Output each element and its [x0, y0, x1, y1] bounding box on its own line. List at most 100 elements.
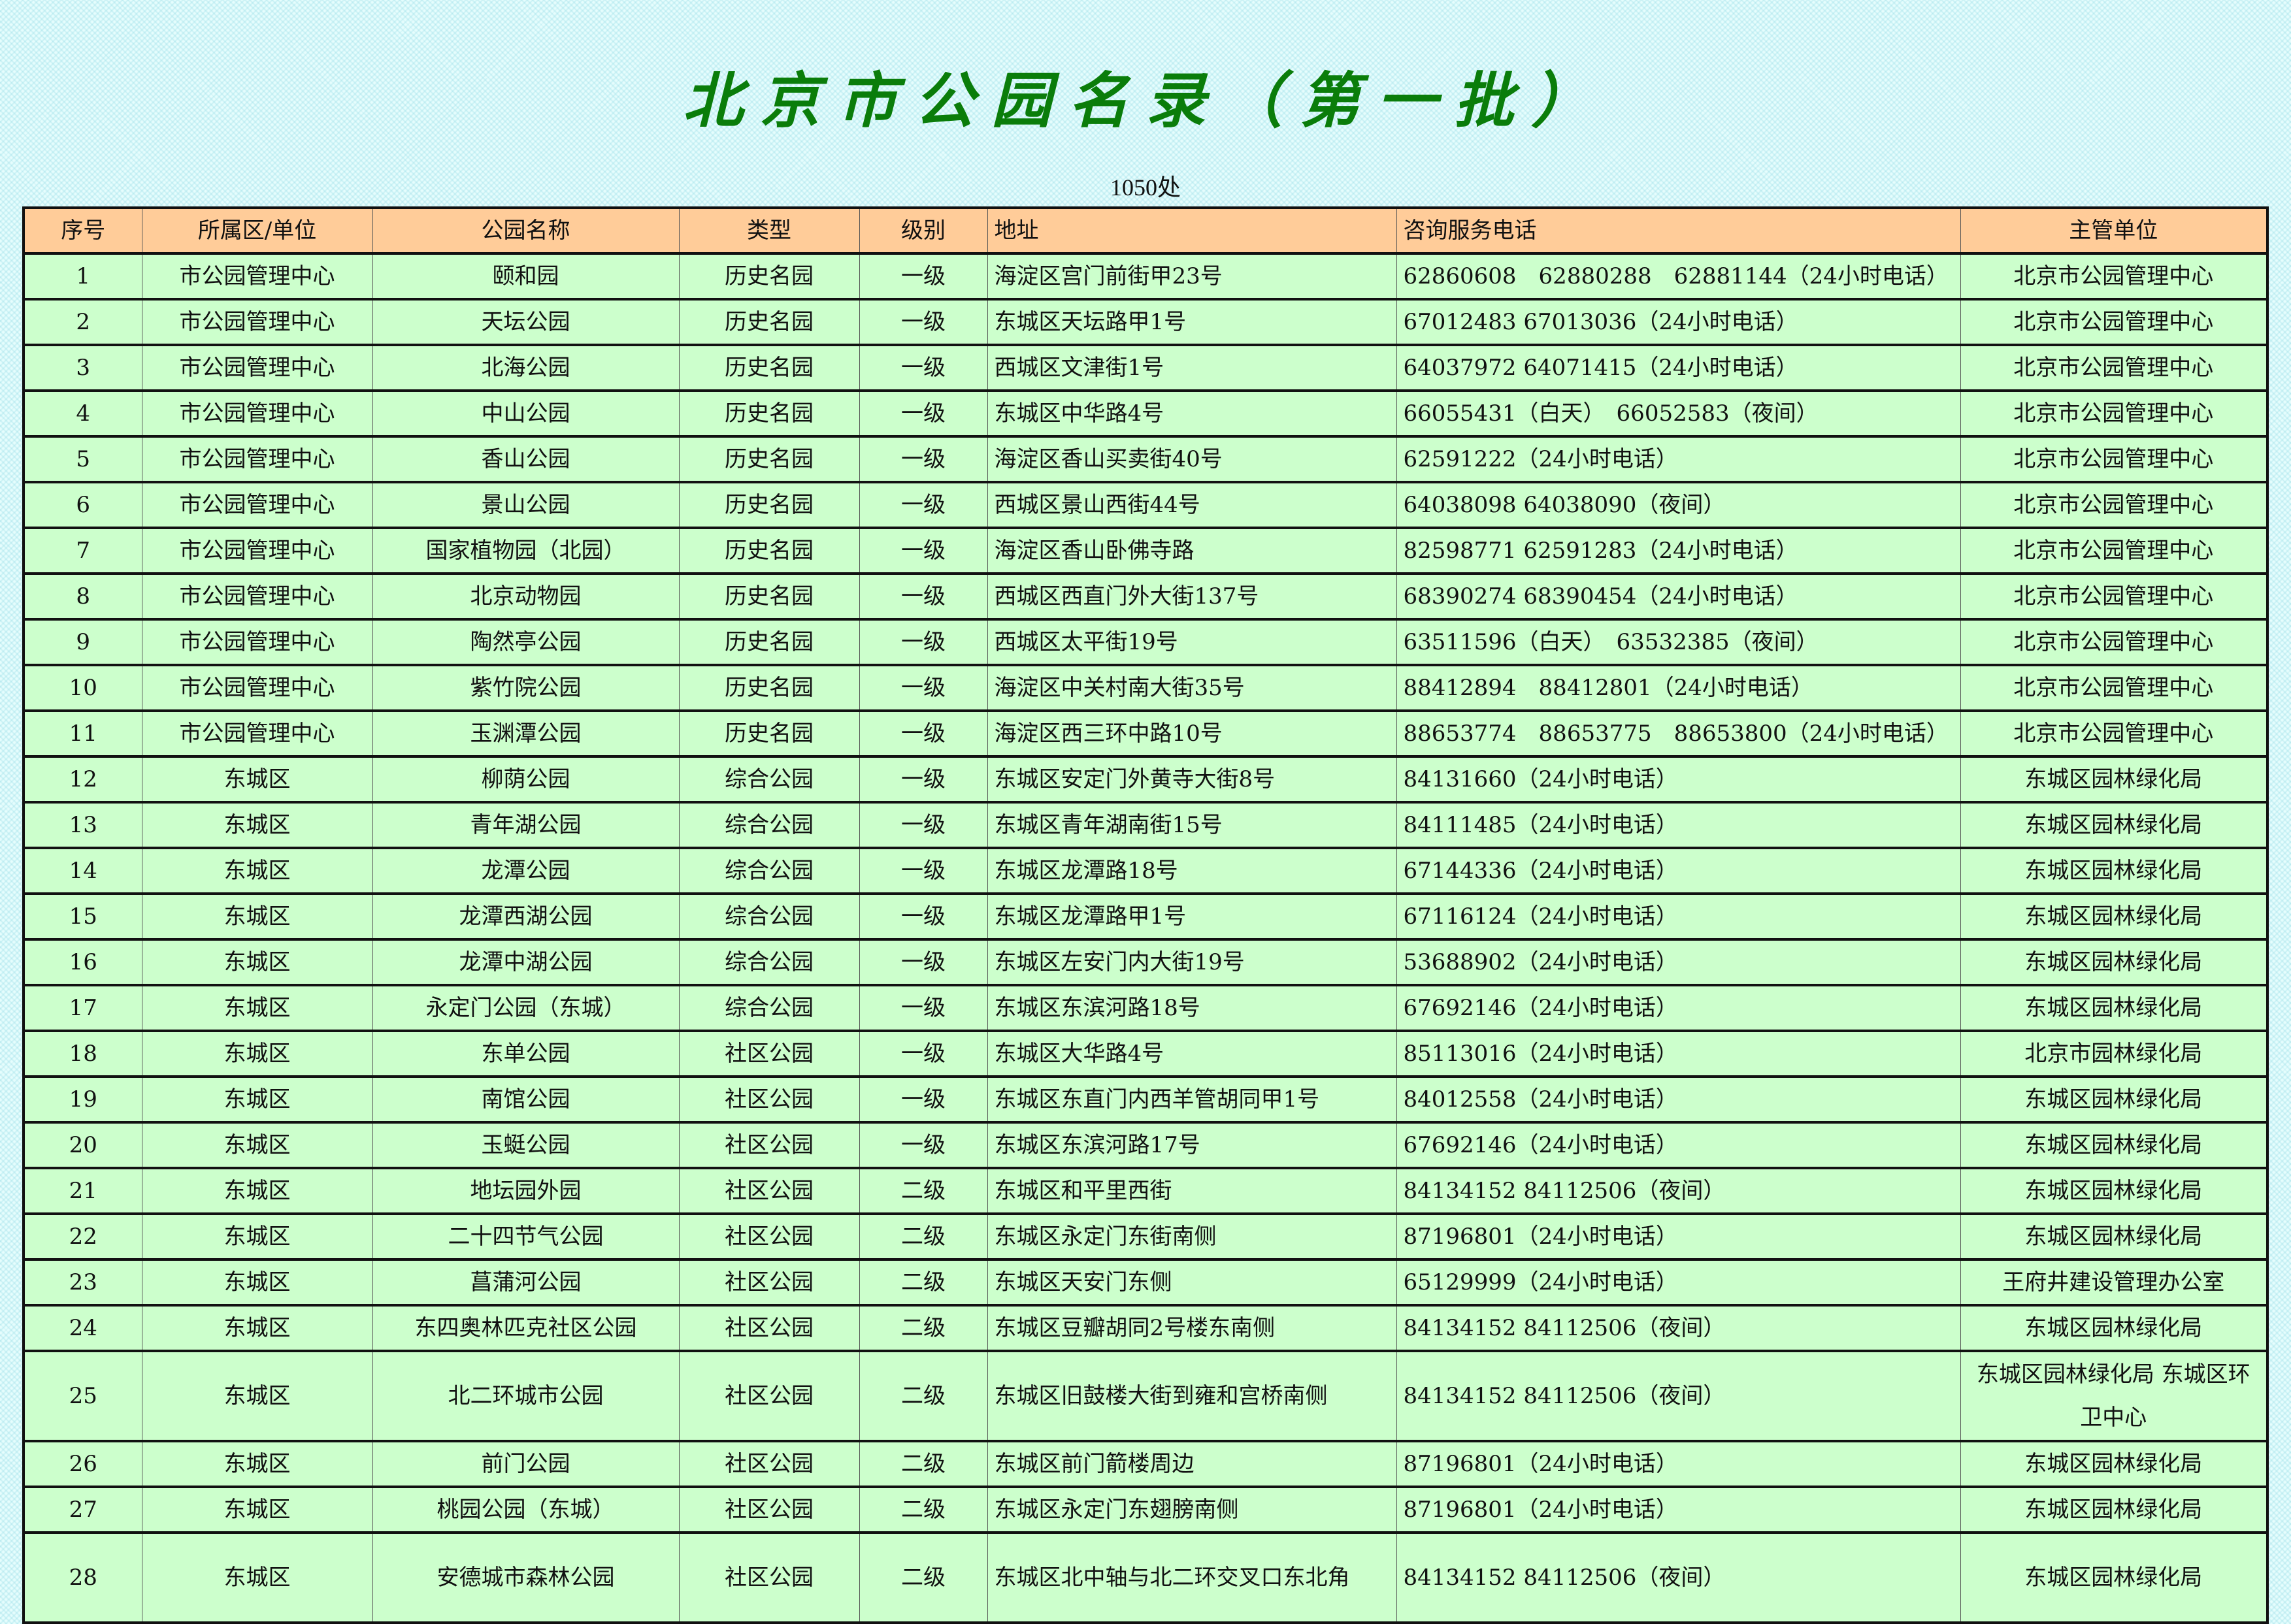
cell-authority: 东城区园林绿化局 — [1960, 802, 2268, 849]
page-title: 北京市公园名录（第一批） — [682, 65, 1608, 136]
cell-district: 东城区 — [141, 893, 373, 940]
column-header-address: 地址 — [987, 207, 1397, 254]
cell-type: 社区公园 — [678, 1305, 860, 1352]
cell-district: 东城区 — [141, 847, 373, 894]
table-row: 19 东城区 南馆公园 社区公园 一级 东城区东直门内西羊管胡同甲1号 84012558（2… — [23, 1076, 2268, 1123]
table-row: 25 东城区 北二环城市公园 社区公园 二级 东城区旧鼓楼大街到雍和宫桥南侧 8413415… — [23, 1350, 2268, 1442]
cell-phone: 65129999（24小时电话） — [1396, 1259, 1961, 1306]
cell-phone: 64038098 64038090（夜间） — [1396, 481, 1961, 528]
cell-type: 综合公园 — [678, 756, 860, 803]
cell-phone: 84134152 84112506（夜间） — [1396, 1167, 1961, 1214]
cell-index: 2 — [23, 299, 142, 346]
cell-level: 二级 — [859, 1305, 988, 1352]
cell-address: 海淀区香山卧佛寺路 — [987, 527, 1397, 574]
cell-park-name: 安德城市森林公园 — [372, 1532, 680, 1623]
cell-phone: 62860608 62880288 62881144（24小时电话） — [1396, 253, 1961, 300]
cell-address: 东城区东滨河路17号 — [987, 1122, 1397, 1169]
table-row: 7 市公园管理中心 国家植物园（北园） 历史名园 一级 海淀区香山卧佛寺路 82598771… — [23, 527, 2268, 574]
cell-park-name: 玉蜓公园 — [372, 1122, 680, 1169]
cell-level: 一级 — [859, 939, 988, 986]
cell-index: 24 — [23, 1305, 142, 1352]
cell-park-name: 青年湖公园 — [372, 802, 680, 849]
cell-phone: 67144336（24小时电话） — [1396, 847, 1961, 894]
cell-type: 综合公园 — [678, 939, 860, 986]
cell-index: 11 — [23, 710, 142, 757]
cell-authority: 东城区园林绿化局 — [1960, 1486, 2268, 1533]
cell-authority: 东城区园林绿化局 — [1960, 1122, 2268, 1169]
cell-address: 东城区东滨河路18号 — [987, 984, 1397, 1031]
cell-type: 历史名园 — [678, 664, 860, 711]
cell-park-name: 柳荫公园 — [372, 756, 680, 803]
cell-district: 市公园管理中心 — [141, 664, 373, 711]
cell-authority: 北京市公园管理中心 — [1960, 436, 2268, 483]
cell-park-name: 北二环城市公园 — [372, 1350, 680, 1442]
table-row: 2 市公园管理中心 天坛公园 历史名园 一级 东城区天坛路甲1号 67012483 6701… — [23, 299, 2268, 346]
cell-type: 历史名园 — [678, 481, 860, 528]
cell-level: 一级 — [859, 390, 988, 437]
cell-district: 东城区 — [141, 1532, 373, 1623]
cell-district: 市公园管理中心 — [141, 573, 373, 620]
cell-address: 海淀区西三环中路10号 — [987, 710, 1397, 757]
cell-level: 二级 — [859, 1259, 988, 1306]
cell-level: 一级 — [859, 619, 988, 666]
cell-park-name: 菖蒲河公园 — [372, 1259, 680, 1306]
cell-authority: 北京市公园管理中心 — [1960, 299, 2268, 346]
cell-phone: 64037972 64071415（24小时电话） — [1396, 344, 1961, 391]
cell-index: 5 — [23, 436, 142, 483]
cell-index: 1 — [23, 253, 142, 300]
cell-type: 社区公园 — [678, 1486, 860, 1533]
cell-level: 一级 — [859, 756, 988, 803]
cell-phone: 84111485（24小时电话） — [1396, 802, 1961, 849]
cell-district: 东城区 — [141, 1213, 373, 1260]
cell-phone: 66055431（白天） 66052583（夜间） — [1396, 390, 1961, 437]
table-row: 15 东城区 龙潭西湖公园 综合公园 一级 东城区龙潭路甲1号 67116124（24小时电… — [23, 893, 2268, 940]
column-header-index: 序号 — [23, 207, 142, 254]
cell-type: 社区公园 — [678, 1213, 860, 1260]
park-table: 序号 所属区/单位 公园名称 类型 级别 地址 咨询服务电话 主管单位 1 市公园… — [22, 206, 2269, 1624]
cell-level: 一级 — [859, 1030, 988, 1077]
cell-park-name: 颐和园 — [372, 253, 680, 300]
cell-district: 东城区 — [141, 802, 373, 849]
table-row: 6 市公园管理中心 景山公园 历史名园 一级 西城区景山西街44号 64038098 640… — [23, 481, 2268, 528]
cell-level: 一级 — [859, 664, 988, 711]
cell-address: 东城区东直门内西羊管胡同甲1号 — [987, 1076, 1397, 1123]
cell-address: 东城区永定门东街南侧 — [987, 1213, 1397, 1260]
cell-index: 22 — [23, 1213, 142, 1260]
cell-phone: 84012558（24小时电话） — [1396, 1076, 1961, 1123]
column-header-park-name: 公园名称 — [372, 207, 680, 254]
cell-type: 历史名园 — [678, 344, 860, 391]
cell-phone: 67692146（24小时电话） — [1396, 984, 1961, 1031]
cell-authority: 北京市公园管理中心 — [1960, 390, 2268, 437]
cell-type: 社区公园 — [678, 1259, 860, 1306]
cell-index: 20 — [23, 1122, 142, 1169]
cell-park-name: 玉渊潭公园 — [372, 710, 680, 757]
cell-park-name: 龙潭中湖公园 — [372, 939, 680, 986]
cell-phone: 84134152 84112506（夜间） — [1396, 1532, 1961, 1623]
cell-address: 东城区前门箭楼周边 — [987, 1440, 1397, 1487]
cell-index: 15 — [23, 893, 142, 940]
cell-district: 东城区 — [141, 1167, 373, 1214]
cell-index: 8 — [23, 573, 142, 620]
cell-address: 东城区龙潭路甲1号 — [987, 893, 1397, 940]
cell-level: 一级 — [859, 847, 988, 894]
cell-district: 市公园管理中心 — [141, 390, 373, 437]
cell-type: 历史名园 — [678, 710, 860, 757]
cell-index: 28 — [23, 1532, 142, 1623]
cell-address: 西城区景山西街44号 — [987, 481, 1397, 528]
cell-park-name: 中山公园 — [372, 390, 680, 437]
cell-type: 社区公园 — [678, 1122, 860, 1169]
table-row: 16 东城区 龙潭中湖公园 综合公园 一级 东城区左安门内大街19号 53688902（24… — [23, 939, 2268, 986]
cell-phone: 68390274 68390454（24小时电话） — [1396, 573, 1961, 620]
cell-level: 一级 — [859, 344, 988, 391]
cell-level: 一级 — [859, 1076, 988, 1123]
cell-index: 27 — [23, 1486, 142, 1533]
cell-phone: 53688902（24小时电话） — [1396, 939, 1961, 986]
cell-level: 二级 — [859, 1486, 988, 1533]
cell-address: 东城区大华路4号 — [987, 1030, 1397, 1077]
cell-district: 东城区 — [141, 1440, 373, 1487]
cell-park-name: 前门公园 — [372, 1440, 680, 1487]
cell-park-name: 二十四节气公园 — [372, 1213, 680, 1260]
table-row: 5 市公园管理中心 香山公园 历史名园 一级 海淀区香山买卖街40号 62591222（24… — [23, 436, 2268, 483]
cell-level: 二级 — [859, 1440, 988, 1487]
cell-phone: 82598771 62591283（24小时电话） — [1396, 527, 1961, 574]
